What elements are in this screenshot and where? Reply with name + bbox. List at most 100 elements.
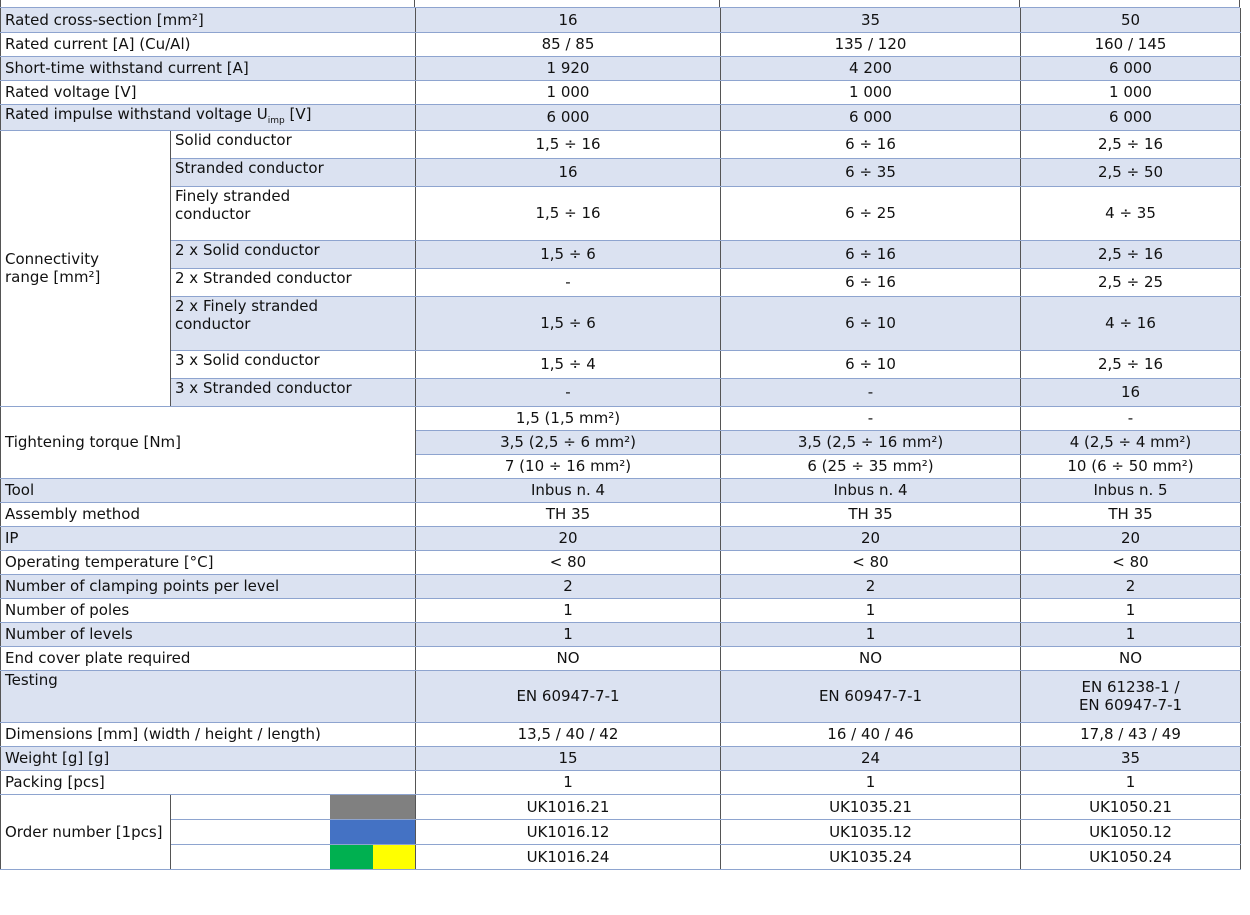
- value-cell: 3,5 (2,5 ÷ 16 mm²): [720, 430, 1022, 455]
- cell-text: 1: [865, 601, 876, 619]
- cell-text: 1: [1125, 625, 1136, 643]
- value-cell: 1 000: [415, 80, 722, 105]
- cell-text: Dimensions [mm] (width / height / length…: [5, 725, 321, 743]
- value-cell: 16: [415, 158, 722, 187]
- cell-text: 6 ÷ 16: [845, 273, 896, 291]
- value-cell: EN 61238-1 /EN 60947-7-1: [1020, 670, 1242, 723]
- cell-text: End cover plate required: [5, 649, 191, 667]
- value-cell: 3,5 (2,5 ÷ 6 mm²): [415, 430, 722, 455]
- cell-text: 2,5 ÷ 25: [1097, 273, 1164, 291]
- value-cell: < 80: [415, 550, 722, 575]
- table-row: Number of levels 1 1 1: [0, 622, 1242, 647]
- cell-text: 2,5 ÷ 16: [1097, 245, 1164, 263]
- spec-table: Rated cross-section [mm²] 16 35 50 Rated cur…: [0, 8, 1242, 870]
- cell-text: 2: [1125, 577, 1136, 595]
- cell-text: Operating temperature [°C]: [5, 553, 214, 571]
- value-cell: -: [1020, 406, 1242, 431]
- cell-text: 6 ÷ 16: [845, 245, 896, 263]
- row-label: Rated voltage [V]: [0, 80, 417, 105]
- table-row: 7 (10 ÷ 16 mm²) 6 (25 ÷ 35 mm²) 10 (6 ÷ 50…: [1, 454, 1242, 479]
- row-label: Dimensions [mm] (width / height / length…: [0, 722, 417, 747]
- row-label: Short-time withstand current [A]: [0, 56, 417, 81]
- row-label: End cover plate required: [0, 646, 417, 671]
- cell-text: NO: [1119, 649, 1143, 667]
- table-row: UK1016.24 UK1035.24 UK1050.24: [1, 844, 1242, 870]
- value-cell: 1,5 ÷ 6: [415, 240, 722, 269]
- cell-text: 3 x Solid conductor: [175, 350, 320, 369]
- value-cell: < 80: [1020, 550, 1242, 575]
- value-cell: 6 ÷ 16: [720, 268, 1022, 297]
- row-label: Weight [g] [g]: [0, 746, 417, 771]
- table-row: 2 x Stranded conductor - 6 ÷ 16 2,5 ÷ 25: [1, 268, 1242, 297]
- value-cell: 2,5 ÷ 16: [1020, 240, 1242, 269]
- value-cell: 35: [1020, 746, 1242, 771]
- cell-text: Assembly method: [5, 505, 140, 523]
- cell-text: 2 x Stranded conductor: [175, 268, 352, 287]
- cell-text: 2,5 ÷ 16: [1097, 355, 1164, 373]
- value-cell: UK1050.24: [1020, 844, 1242, 870]
- cell-text: 2: [563, 577, 573, 595]
- row-label: Order number [1pcs]: [0, 794, 171, 870]
- cell-text: Number of clamping points per level: [5, 577, 280, 595]
- cell-text: 20: [860, 529, 881, 547]
- cell-text: 16: [1120, 383, 1141, 401]
- table-row: 3,5 (2,5 ÷ 6 mm²) 3,5 (2,5 ÷ 16 mm²) 4 (2,…: [1, 430, 1242, 455]
- cell-text: Inbus n. 5: [1093, 481, 1168, 499]
- value-cell: 1 920: [415, 56, 722, 81]
- value-cell: NO: [1020, 646, 1242, 671]
- value-cell: 6 ÷ 10: [720, 350, 1022, 379]
- value-cell: UK1016.12: [415, 819, 722, 845]
- cell-text: 1 000: [849, 83, 892, 101]
- cell-text: -: [565, 383, 571, 401]
- sub-label: Stranded conductor: [169, 158, 417, 187]
- row-label: Operating temperature [°C]: [0, 550, 417, 575]
- value-cell: -: [415, 378, 722, 407]
- cell-text: UK1016.24: [526, 847, 610, 866]
- table-row: Number of poles 1 1 1: [0, 598, 1242, 623]
- value-cell: 7 (10 ÷ 16 mm²): [415, 454, 722, 479]
- cell-text: 3,5 (2,5 ÷ 16 mm²): [797, 433, 944, 451]
- value-cell: UK1050.12: [1020, 819, 1242, 845]
- row-label: Number of poles: [0, 598, 417, 623]
- sub-label: 3 x Solid conductor: [169, 350, 417, 379]
- cell-text: -: [565, 273, 571, 291]
- cell-text: EN 60947-7-1: [818, 687, 923, 705]
- value-cell: 1: [720, 770, 1022, 795]
- table-row: 2 x Finely stranded conductor 1,5 ÷ 6 6 ÷ 1…: [1, 296, 1242, 351]
- value-cell: 2,5 ÷ 25: [1020, 268, 1242, 297]
- value-cell: 4 (2,5 ÷ 4 mm²): [1020, 430, 1242, 455]
- cell-text: 2,5 ÷ 16: [1097, 135, 1164, 153]
- value-cell: 35: [720, 8, 1022, 33]
- value-cell: 1,5 (1,5 mm²): [415, 406, 722, 431]
- cell-text: 1,5 ÷ 6: [540, 314, 596, 332]
- value-cell: Inbus n. 4: [720, 478, 1022, 503]
- cell-text: Testing: [5, 670, 58, 689]
- value-cell: 20: [1020, 526, 1242, 551]
- row-label: Packing [pcs]: [0, 770, 417, 795]
- value-cell: 15: [415, 746, 722, 771]
- table-row: Testing EN 60947-7-1 EN 60947-7-1 EN 61238-…: [0, 670, 1242, 723]
- value-cell: 20: [720, 526, 1022, 551]
- row-label: Rated cross-section [mm²]: [0, 8, 417, 33]
- table-row: Tightening torque [Nm] 1,5 (1,5 mm²) - -: [0, 406, 1242, 479]
- text-line: 2 x Finely stranded: [175, 296, 319, 315]
- value-cell: 16 / 40 / 46: [720, 722, 1022, 747]
- value-cell: Inbus n. 4: [415, 478, 722, 503]
- value-cell: 6 ÷ 10: [720, 296, 1022, 351]
- table-row: End cover plate required NO NO NO: [0, 646, 1242, 671]
- table-row: Tool Inbus n. 4 Inbus n. 4 Inbus n. 5: [0, 478, 1242, 503]
- sub-label: 3 x Stranded conductor: [169, 378, 417, 407]
- cell-text: 2,5 ÷ 50: [1097, 163, 1164, 181]
- value-cell: -: [720, 406, 1022, 431]
- sub-label: Finely stranded conductor: [169, 186, 417, 241]
- cell-text: TH 35: [848, 505, 893, 523]
- cell-text: 3 x Stranded conductor: [175, 378, 352, 397]
- table-row: Rated voltage [V] 1 000 1 000 1 000: [0, 80, 1242, 105]
- value-cell: 24: [720, 746, 1022, 771]
- cell-text: Stranded conductor: [175, 158, 324, 177]
- color-swatch: [330, 794, 415, 818]
- cell-text: 160 / 145: [1094, 35, 1167, 53]
- table-row: Operating temperature [°C] < 80 < 80 < 80: [0, 550, 1242, 575]
- value-cell: 1 000: [720, 80, 1022, 105]
- cell-text: 4 ÷ 16: [1105, 314, 1156, 332]
